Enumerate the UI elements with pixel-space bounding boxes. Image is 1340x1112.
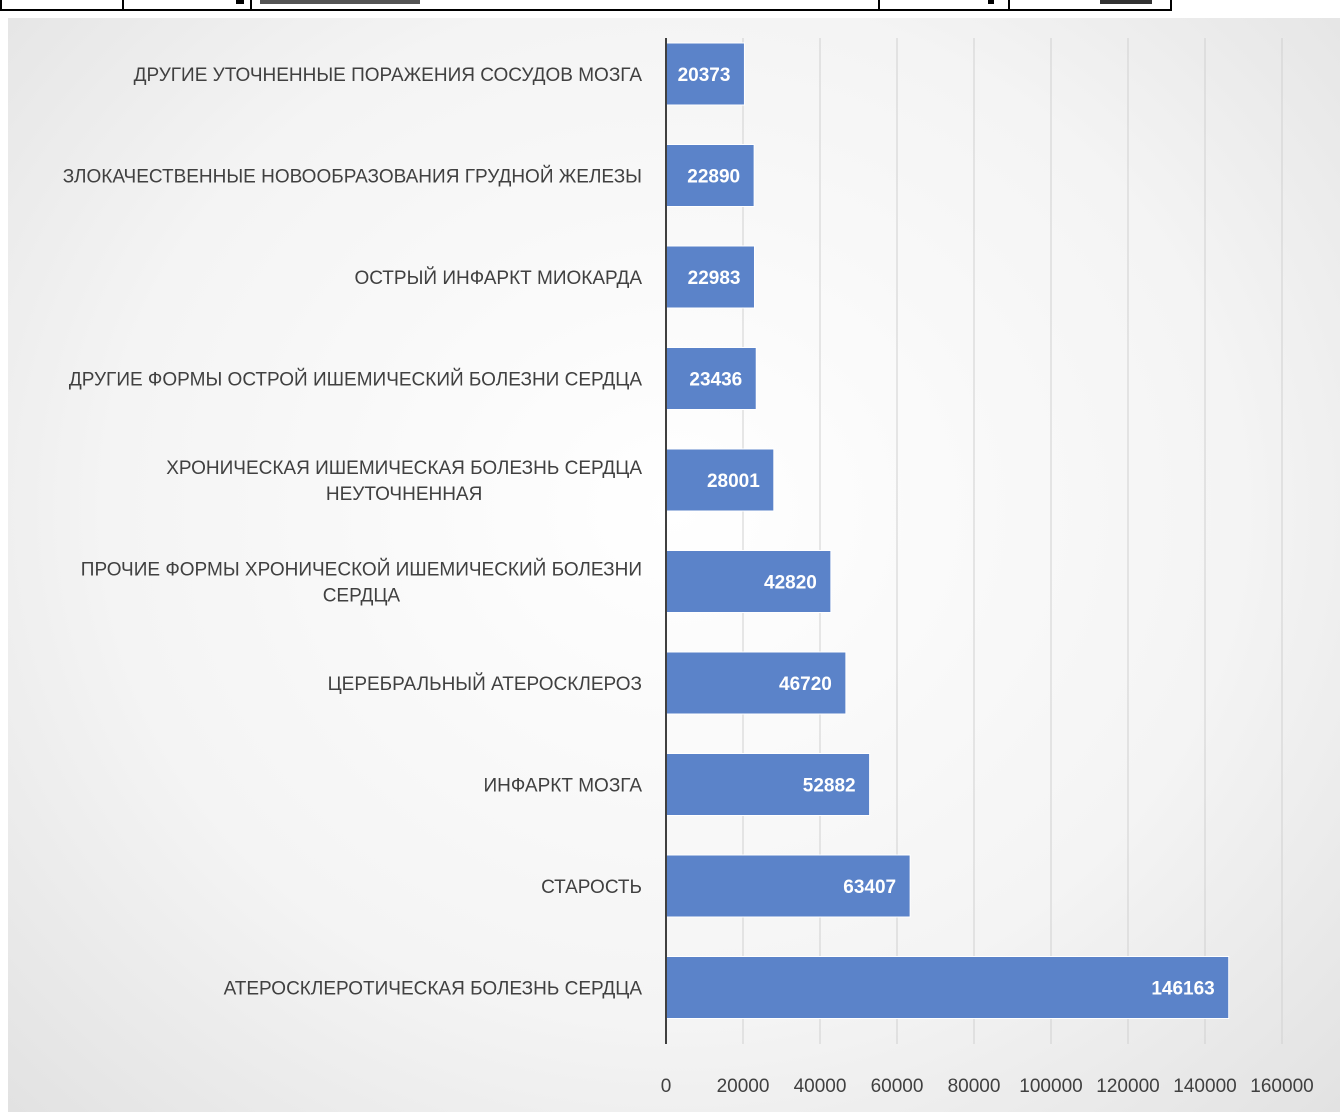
category-label: ИНФАРКТ МОЗГА [484,776,643,797]
bar [666,957,1229,1019]
data-label: 28001 [707,471,760,492]
x-tick-label: 160000 [1250,1076,1313,1097]
table-fragment [0,0,1340,18]
table-text-fragment [1100,0,1152,4]
data-label: 22983 [688,268,741,289]
data-label: 52882 [803,776,856,797]
category-label: ПРОЧИЕ ФОРМЫ ХРОНИЧЕСКОЙ ИШЕМИЧЕСКИЙ БОЛ… [81,559,642,581]
category-label: ДРУГИЕ УТОЧНЕННЫЕ ПОРАЖЕНИЯ СОСУДОВ МОЗГ… [134,65,643,86]
table-border [878,0,880,10]
data-label: 20373 [678,65,731,86]
data-label: 23436 [689,370,742,391]
category-label: АТЕРОСКЛЕРОТИЧЕСКАЯ БОЛЕЗНЬ СЕРДЦА [224,979,643,1000]
x-tick-label: 140000 [1173,1076,1236,1097]
chart-area: ДРУГИЕ УТОЧНЕННЫЕ ПОРАЖЕНИЯ СОСУДОВ МОЗГ… [8,18,1340,1112]
category-label: ХРОНИЧЕСКАЯ ИШЕМИЧЕСКАЯ БОЛЕЗНЬ СЕРДЦА [166,458,642,479]
category-label: НЕУТОЧНЕННАЯ [326,484,482,505]
category-labels: ДРУГИЕ УТОЧНЕННЫЕ ПОРАЖЕНИЯ СОСУДОВ МОЗГ… [63,65,643,1000]
category-label: ЦЕРЕБРАЛЬНЫЙ АТЕРОСКЛЕРОЗ [328,673,642,695]
data-label: 22890 [687,167,740,188]
bars [666,43,1229,1019]
category-label: ЗЛОКАЧЕСТВЕННЫЕ НОВООБРАЗОВАНИЯ ГРУДНОЙ … [63,166,642,188]
table-border [1008,0,1010,10]
x-tick-label: 120000 [1096,1076,1159,1097]
category-label: СЕРДЦА [323,586,401,607]
x-tick-label: 80000 [948,1076,1001,1097]
data-label: 46720 [779,674,832,695]
table-border [0,0,2,10]
x-tick-label: 40000 [794,1076,847,1097]
x-tick-label: 0 [661,1076,672,1097]
table-text-fragment [236,0,244,4]
table-text-fragment [260,0,420,4]
category-label: ДРУГИЕ ФОРМЫ ОСТРОЙ ИШЕМИЧЕСКИЙ БОЛЕЗНИ … [69,369,642,391]
table-text-fragment [988,0,994,4]
x-tick-label: 100000 [1019,1076,1082,1097]
data-label: 146163 [1151,979,1214,1000]
data-label: 42820 [764,573,817,594]
table-border [1170,0,1172,10]
bar-chart: ДРУГИЕ УТОЧНЕННЫЕ ПОРАЖЕНИЯ СОСУДОВ МОЗГ… [8,18,1340,1112]
table-border [250,0,252,10]
x-tick-label: 60000 [871,1076,924,1097]
table-border [0,9,1172,11]
category-label: СТАРОСТЬ [541,877,642,898]
category-label: ОСТРЫЙ ИНФАРКТ МИОКАРДА [354,267,642,289]
x-tick-label: 20000 [717,1076,770,1097]
table-border [122,0,124,10]
data-label: 63407 [843,877,896,898]
x-tick-labels: 0 20000 40000 60000 80000 100000 120000 140000 1… [661,1076,1314,1097]
